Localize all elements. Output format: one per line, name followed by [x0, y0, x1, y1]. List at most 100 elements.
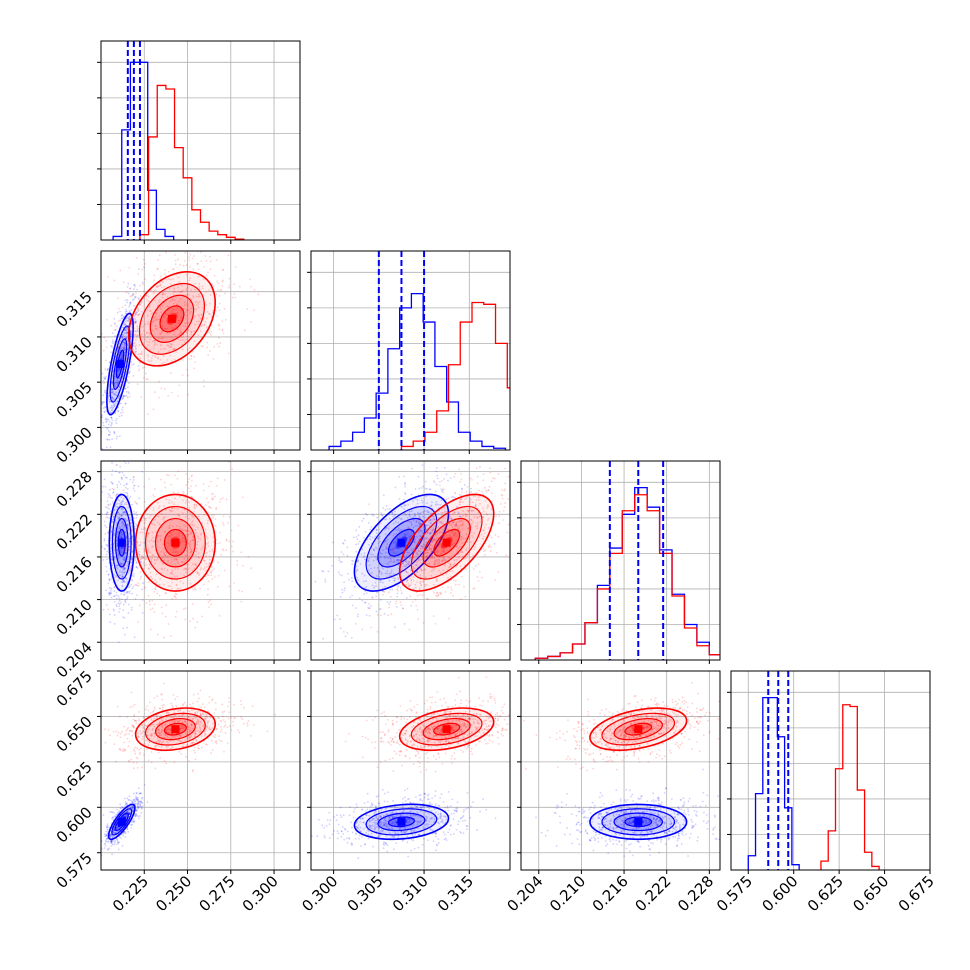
scatter-point — [133, 800, 136, 803]
scatter-point — [420, 569, 423, 572]
scatter-point — [197, 302, 199, 305]
scatter-point — [488, 485, 491, 488]
scatter-point — [207, 580, 210, 583]
scatter-point — [435, 592, 438, 595]
scatter-point — [357, 579, 360, 581]
scatter-point — [364, 601, 367, 604]
scatter-panel-3-0 — [97, 670, 301, 874]
scatter-point — [182, 325, 185, 327]
scatter-point — [183, 557, 186, 560]
scatter-point — [175, 312, 178, 314]
scatter-point — [217, 241, 219, 243]
contour-line-3 — [159, 305, 185, 333]
scatter-point — [178, 281, 181, 283]
scatter-point — [401, 607, 404, 610]
scatter-point — [134, 322, 137, 324]
scatter-point — [441, 550, 444, 553]
scatter-point — [361, 599, 364, 602]
scatter-point — [355, 570, 357, 573]
scatter-point — [108, 613, 111, 616]
density-peak — [442, 538, 451, 547]
scatter-point — [216, 280, 219, 283]
scatter-point — [395, 532, 398, 535]
scatter-point — [130, 518, 133, 521]
scatter-point — [379, 579, 382, 582]
scatter-point — [403, 504, 406, 507]
scatter-point — [403, 503, 405, 506]
scatter-point — [116, 531, 119, 533]
scatter-point — [127, 343, 129, 345]
scatter-point — [378, 576, 381, 578]
scatter-point — [486, 513, 489, 516]
scatter-point — [122, 831, 125, 834]
scatter-point — [115, 808, 118, 811]
scatter-point — [372, 548, 375, 551]
scatter-point — [144, 333, 147, 336]
scatter-point — [185, 535, 188, 538]
scatter-point — [438, 569, 440, 572]
scatter-point — [175, 335, 177, 338]
scatter-point — [179, 495, 182, 498]
scatter-point — [162, 293, 165, 295]
scatter-point — [102, 559, 105, 561]
scatter-point — [228, 585, 231, 588]
scatter-point — [166, 296, 169, 298]
scatter-point — [120, 347, 122, 350]
scatter-point — [116, 579, 119, 582]
scatter-point — [124, 387, 127, 390]
scatter-point — [154, 324, 157, 327]
scatter-point — [396, 588, 399, 591]
scatter-point — [400, 589, 403, 592]
scatter-point — [404, 560, 407, 563]
scatter-point — [396, 558, 399, 561]
scatter-point — [188, 487, 190, 490]
scatter-point — [120, 581, 123, 583]
scatter-point — [168, 342, 171, 345]
scatter-point — [170, 372, 172, 374]
scatter-point — [209, 302, 211, 305]
scatter-point — [490, 536, 493, 539]
scatter-point — [154, 289, 157, 292]
scatter-point — [110, 525, 113, 528]
scatter-point — [481, 537, 483, 540]
scatter-point — [419, 522, 422, 525]
scatter-point — [455, 535, 458, 538]
scatter-point — [429, 544, 432, 546]
scatter-point — [420, 568, 422, 570]
scatter-point — [222, 269, 225, 271]
scatter-point — [482, 507, 484, 510]
scatter-point — [140, 792, 143, 795]
scatter-point — [180, 316, 183, 318]
scatter-point — [124, 518, 127, 520]
scatter-point — [343, 587, 346, 590]
scatter-point — [193, 524, 196, 527]
scatter-point — [151, 320, 154, 323]
scatter-point — [137, 815, 140, 818]
scatter-point — [394, 510, 396, 513]
scatter-point — [121, 353, 124, 356]
scatter-point — [133, 821, 136, 824]
scatter-point — [395, 605, 398, 608]
scatter-point — [115, 417, 118, 420]
scatter-point — [483, 529, 485, 532]
scatter-point — [193, 367, 196, 370]
scatter-point — [183, 304, 186, 306]
scatter-point — [472, 521, 474, 524]
scatter-point — [111, 339, 114, 341]
scatter-point — [130, 333, 133, 336]
scatter-point — [474, 504, 477, 507]
scatter-point — [104, 835, 107, 838]
scatter-point — [440, 508, 443, 511]
scatter-point — [122, 558, 124, 560]
scatter-point — [412, 579, 415, 582]
scatter-point — [124, 421, 126, 423]
scatter-point — [127, 461, 130, 464]
scatter-point — [291, 650, 293, 652]
scatter-point — [180, 561, 183, 563]
scatter-point — [205, 543, 208, 545]
scatter-point — [121, 522, 124, 524]
scatter-point — [132, 801, 134, 804]
scatter-point — [121, 380, 124, 383]
scatter-point — [449, 592, 452, 594]
scatter-point — [322, 637, 325, 640]
